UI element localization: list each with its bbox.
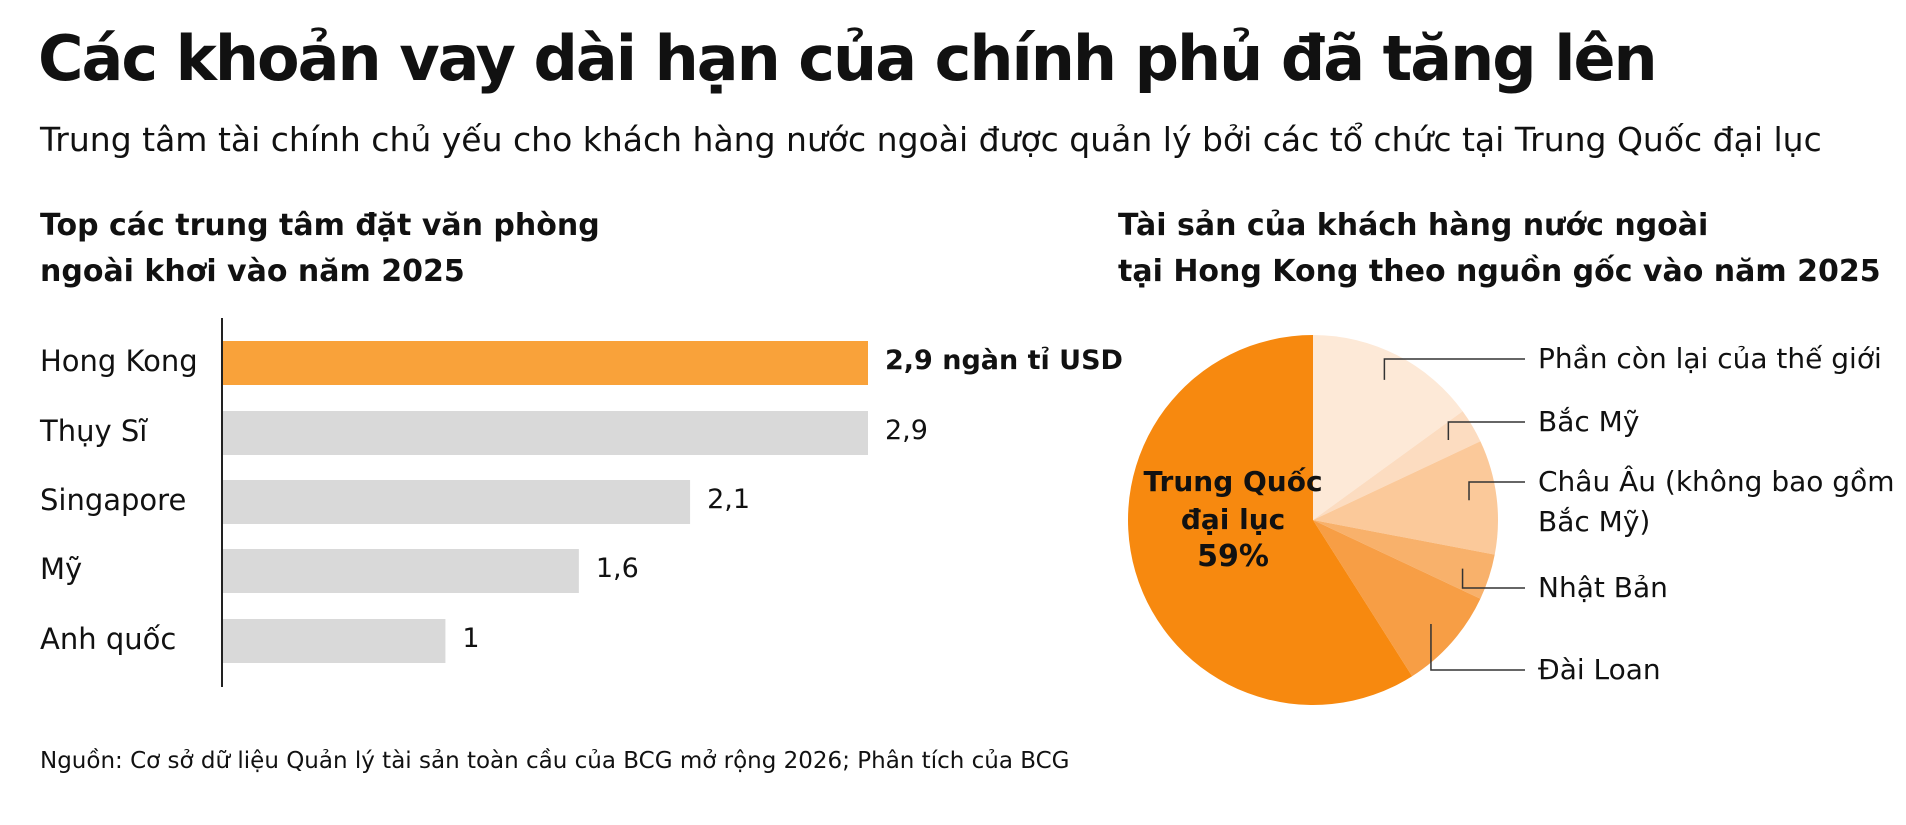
value-label: 1,6 — [595, 553, 639, 584]
leader-line — [1430, 623, 1525, 671]
leader-line — [1383, 358, 1525, 380]
pie-slice — [1313, 441, 1498, 555]
category-label: Thụy Sĩ — [40, 414, 148, 448]
category-label: Singapore — [40, 483, 187, 517]
slice-label: Nhật Bản — [1538, 571, 1668, 604]
bar — [223, 480, 691, 524]
slice-value-label: 59% — [1197, 539, 1269, 575]
slice-label: Châu Âu (không bao gồm Bắc Mỹ) — [1538, 465, 1895, 538]
value-label: 2,9 — [885, 415, 928, 446]
value-label: 2,9 ngàn tỉ USD — [885, 345, 1123, 376]
bar-chart-title: Top các trung tâm đặt văn phòng ngoài kh… — [40, 208, 600, 289]
category-label: Mỹ — [40, 552, 83, 586]
bar — [223, 411, 868, 455]
category-label: Hong Kong — [40, 344, 198, 378]
leader-line — [1447, 421, 1525, 440]
leader-line — [1468, 481, 1525, 501]
category-label: Anh quốc — [40, 622, 177, 656]
pie-slice — [1313, 520, 1481, 677]
leader-line — [1461, 568, 1525, 589]
slice-label: Phần còn lại của thế giới — [1538, 342, 1882, 375]
pie-slice — [1128, 335, 1413, 705]
bar — [223, 549, 579, 593]
bar — [223, 341, 868, 385]
pie-slice — [1313, 411, 1481, 520]
pie-slice — [1313, 520, 1495, 599]
value-label: 2,1 — [707, 484, 751, 515]
value-label: 1 — [462, 623, 480, 654]
source-note: Nguồn: Cơ sở dữ liệu Quản lý tài sản toà… — [40, 748, 1070, 774]
pie-slice — [1313, 335, 1463, 520]
page-subtitle: Trung tâm tài chính chủ yếu cho khách hà… — [40, 120, 1822, 159]
pie-chart-title: Tài sản của khách hàng nước ngoài tại Ho… — [1118, 208, 1881, 289]
page-title: Các khoản vay dài hạn của chính phủ đã t… — [38, 22, 1658, 95]
bar — [223, 619, 446, 663]
slice-label: Bắc Mỹ — [1538, 405, 1640, 438]
slice-label: Trung Quốc đại lục — [1143, 465, 1323, 537]
slice-label: Đài Loan — [1538, 653, 1661, 686]
